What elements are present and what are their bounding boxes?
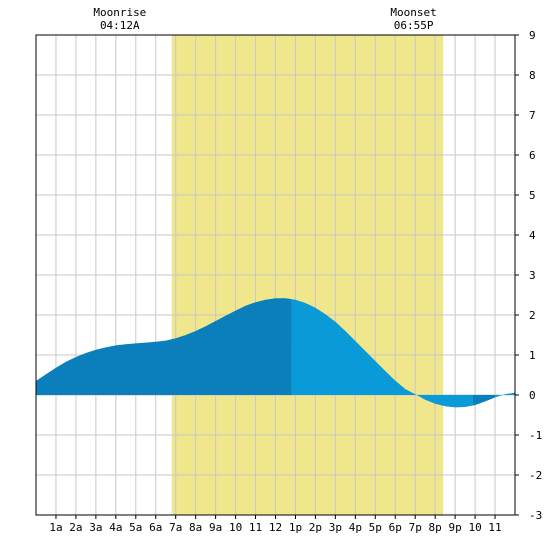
- x-tick-label: 8p: [429, 521, 442, 534]
- moonset-label: Moonset: [390, 6, 436, 19]
- chart-grid: [36, 35, 515, 515]
- x-tick-label: 1a: [49, 521, 62, 534]
- y-tick-label: -3: [529, 509, 542, 522]
- y-tick-label: 6: [529, 149, 536, 162]
- x-tick-label: 9p: [449, 521, 462, 534]
- y-tick-label: 7: [529, 109, 536, 122]
- x-tick-label: 4a: [109, 521, 122, 534]
- moonrise-label: Moonrise: [93, 6, 146, 19]
- x-tick-label: 6p: [389, 521, 402, 534]
- x-axis-ticks: 1a 2a 3a 4a 5a 6a 7a 8a 9a 10 11 12 1p 2p 3p 4p 5p 6p 7p 8p…: [49, 515, 502, 534]
- x-tick-label: 11: [488, 521, 501, 534]
- x-tick-label: 11: [249, 521, 262, 534]
- y-tick-label: 4: [529, 229, 536, 242]
- y-tick-label: 1: [529, 349, 536, 362]
- y-tick-label: 0: [529, 389, 536, 402]
- tide-area: [36, 298, 515, 408]
- x-tick-label: 8a: [189, 521, 202, 534]
- tide-area-future: [291, 299, 515, 408]
- x-tick-label: 4p: [349, 521, 362, 534]
- x-tick-label: 10: [229, 521, 242, 534]
- tide-area-trough: [473, 395, 496, 406]
- y-axis-ticks: -3 -2 -1 0 1 2 3 4 5 6 7 8 9: [515, 29, 542, 522]
- y-tick-label: -2: [529, 469, 542, 482]
- x-tick-label: 7p: [409, 521, 422, 534]
- x-tick-label: 3p: [329, 521, 342, 534]
- x-tick-label: 10: [468, 521, 481, 534]
- x-tick-label: 2a: [69, 521, 82, 534]
- x-tick-label: 6a: [149, 521, 162, 534]
- moon-annotations: Moonrise 04:12A Moonset 06:55P: [93, 6, 436, 32]
- x-tick-label: 2p: [309, 521, 322, 534]
- x-tick-label: 5p: [369, 521, 382, 534]
- x-tick-label: 9a: [209, 521, 222, 534]
- moonrise-time: 04:12A: [100, 19, 140, 32]
- x-tick-label: 1p: [289, 521, 302, 534]
- x-tick-label: 5a: [129, 521, 142, 534]
- moonset-time: 06:55P: [394, 19, 434, 32]
- x-tick-label: 7a: [169, 521, 182, 534]
- y-tick-label: 9: [529, 29, 536, 42]
- y-tick-label: 2: [529, 309, 536, 322]
- y-tick-label: -1: [529, 429, 542, 442]
- x-tick-label: 3a: [89, 521, 102, 534]
- y-tick-label: 8: [529, 69, 536, 82]
- y-tick-label: 5: [529, 189, 536, 202]
- x-tick-label: 12: [269, 521, 282, 534]
- tide-area-past: [36, 298, 292, 395]
- y-tick-label: 3: [529, 269, 536, 282]
